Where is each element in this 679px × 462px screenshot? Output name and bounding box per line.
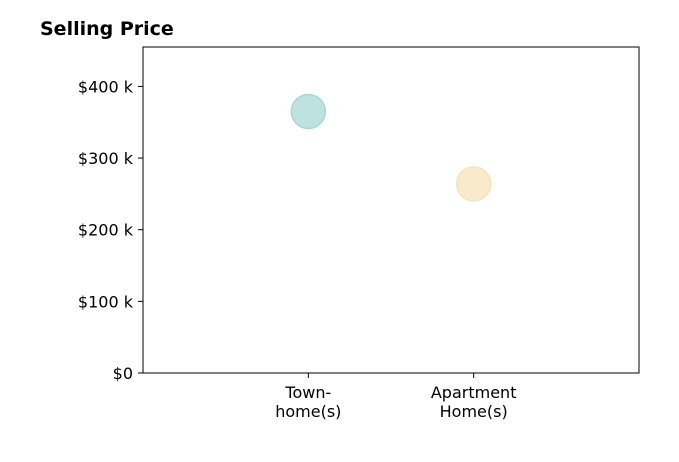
y-tick-label: $400 k [78, 77, 134, 96]
data-point [455, 166, 492, 202]
y-tick-label: $0 [113, 364, 133, 383]
x-tick-label: Apartment Home(s) [431, 383, 517, 421]
y-axis: $0 $100 k $200 k $300 k $400 k [78, 77, 143, 383]
y-tick-label: $100 k [78, 292, 134, 311]
data-points [290, 93, 492, 202]
data-point [290, 93, 327, 130]
plot-area [142, 46, 640, 374]
x-tick-label: Town-home(s) [275, 383, 341, 421]
y-tick-label: $300 k [78, 149, 134, 168]
y-tick-label: $200 k [78, 221, 134, 240]
chart-title: Selling Price [40, 18, 174, 40]
x-axis: Town-home(s) Apartment Home(s) [275, 373, 516, 421]
